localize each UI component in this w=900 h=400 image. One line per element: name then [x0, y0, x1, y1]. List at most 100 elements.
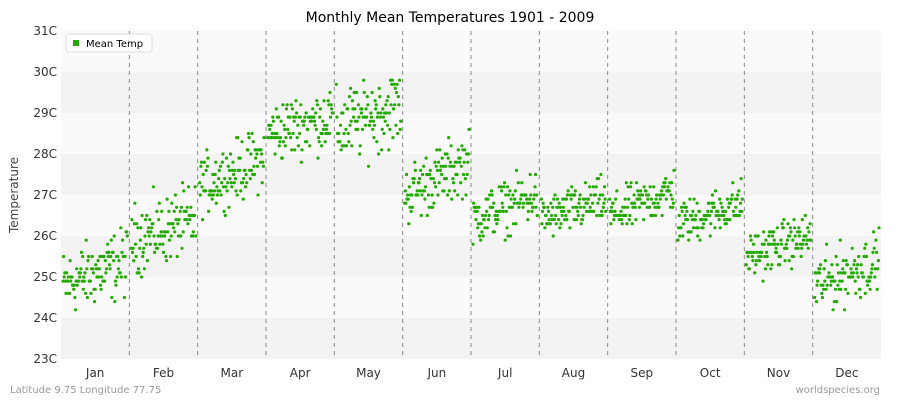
data-point — [870, 267, 874, 271]
data-point — [214, 160, 218, 164]
data-point — [760, 250, 764, 254]
data-point — [181, 181, 185, 185]
data-point — [304, 111, 308, 115]
data-point — [321, 127, 325, 131]
data-point — [624, 181, 628, 185]
data-point — [776, 242, 780, 246]
data-point — [750, 250, 754, 254]
data-point — [801, 238, 806, 242]
data-point — [174, 218, 178, 222]
data-point — [380, 148, 384, 152]
data-point — [554, 222, 558, 226]
data-point — [432, 181, 437, 185]
data-point — [375, 115, 379, 119]
data-point — [130, 250, 135, 254]
data-point — [746, 254, 750, 259]
data-point — [480, 213, 485, 218]
data-point — [199, 160, 204, 164]
data-point — [851, 275, 855, 279]
data-point — [768, 242, 772, 246]
data-point — [613, 209, 617, 213]
data-point — [712, 201, 716, 205]
data-point — [156, 234, 160, 238]
data-point — [119, 275, 123, 279]
data-point — [627, 218, 631, 222]
data-point — [410, 193, 414, 197]
data-point — [368, 123, 372, 127]
data-point — [194, 234, 198, 238]
data-point — [535, 213, 539, 218]
data-point — [244, 172, 248, 177]
data-point — [610, 209, 614, 213]
data-point — [540, 209, 545, 213]
data-point — [275, 131, 279, 136]
data-point — [601, 205, 605, 209]
data-point — [814, 271, 818, 275]
data-point — [685, 209, 689, 213]
data-point — [466, 160, 470, 164]
data-point — [789, 230, 793, 234]
data-point — [148, 218, 152, 222]
data-point — [695, 201, 699, 205]
data-point — [806, 246, 810, 250]
data-point — [782, 218, 786, 222]
data-point — [677, 213, 681, 218]
data-point — [480, 230, 484, 234]
data-point — [368, 119, 372, 123]
data-point — [661, 193, 665, 197]
data-point — [511, 193, 515, 197]
data-point — [98, 283, 103, 287]
x-tick-label: Apr — [290, 366, 311, 380]
data-point — [472, 201, 476, 205]
data-point — [93, 300, 97, 304]
data-point — [290, 148, 294, 152]
data-point — [714, 213, 718, 218]
data-point — [202, 160, 206, 164]
data-point — [491, 205, 495, 209]
data-point — [106, 242, 110, 246]
data-point — [664, 177, 668, 181]
data-point — [791, 238, 795, 242]
data-point — [785, 238, 790, 242]
data-point — [396, 131, 400, 136]
data-point — [476, 226, 480, 230]
data-point — [398, 127, 402, 131]
chart-title: Monthly Mean Temperatures 1901 - 2009 — [306, 10, 595, 26]
data-point — [119, 226, 123, 230]
data-point — [704, 218, 708, 222]
data-point — [580, 218, 585, 222]
data-point — [147, 226, 151, 230]
data-point — [512, 201, 516, 205]
data-point — [858, 295, 863, 300]
data-point — [853, 259, 857, 263]
data-point — [378, 115, 382, 119]
data-point — [386, 95, 390, 99]
data-point — [357, 115, 361, 119]
data-point — [299, 160, 303, 164]
data-point — [510, 205, 514, 209]
data-point — [724, 209, 728, 213]
data-point — [767, 234, 771, 238]
data-point — [66, 279, 70, 283]
data-point — [662, 185, 667, 189]
data-point — [730, 197, 734, 201]
data-point — [867, 279, 872, 283]
data-point — [769, 230, 774, 234]
data-point — [122, 295, 126, 300]
data-point — [552, 218, 557, 222]
data-point — [541, 201, 545, 205]
data-point — [745, 250, 750, 254]
data-point — [327, 131, 331, 136]
data-point — [177, 218, 181, 222]
data-point — [219, 193, 223, 197]
data-point — [337, 131, 341, 136]
data-point — [217, 177, 221, 181]
data-point — [296, 123, 300, 127]
data-point — [702, 222, 706, 226]
data-point — [486, 218, 491, 222]
data-point — [739, 177, 743, 181]
data-point — [139, 275, 144, 279]
data-point — [79, 267, 83, 271]
data-point — [245, 181, 249, 185]
